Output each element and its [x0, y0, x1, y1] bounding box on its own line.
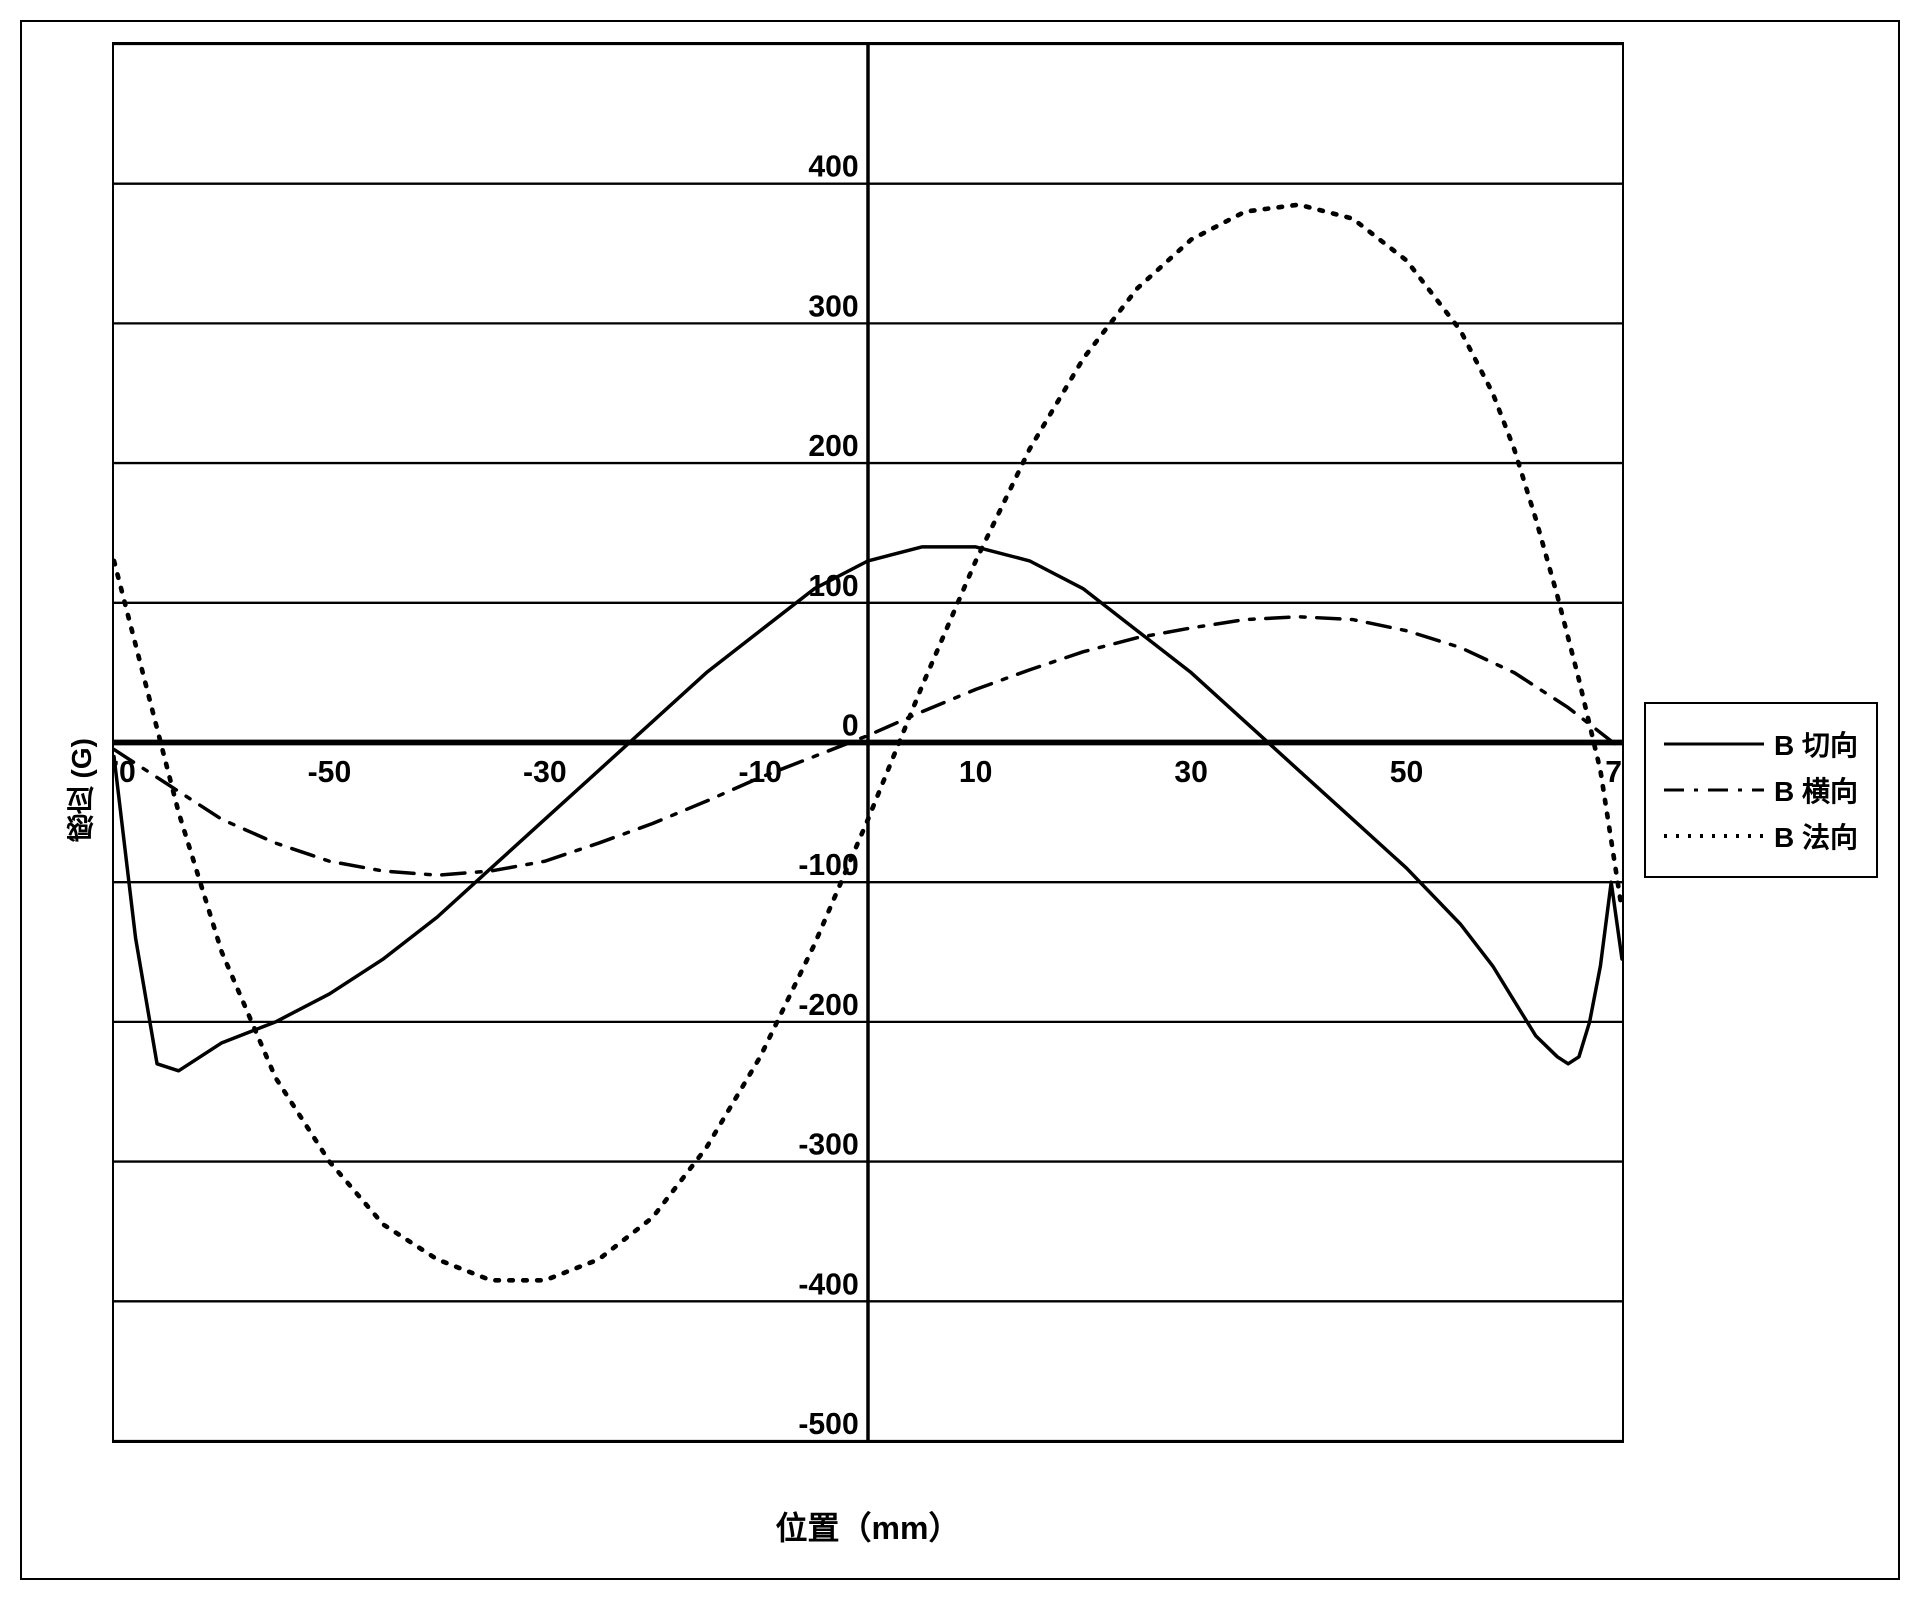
- legend-item: B 切向: [1664, 724, 1858, 764]
- legend-swatch: [1664, 824, 1764, 848]
- legend-label: B 横向: [1774, 770, 1858, 810]
- svg-text:50: 50: [1390, 756, 1424, 789]
- svg-text:-400: -400: [798, 1268, 858, 1301]
- legend-label: B 切向: [1774, 724, 1858, 764]
- legend-swatch: [1664, 732, 1764, 756]
- chart-container: 感应 (G) -500-400-300-200-1000100200300400…: [20, 20, 1900, 1580]
- legend-swatch: [1664, 778, 1764, 802]
- svg-text:10: 10: [959, 756, 993, 789]
- svg-text:-500: -500: [798, 1408, 858, 1441]
- chart-area: 感应 (G) -500-400-300-200-1000100200300400…: [62, 42, 1624, 1538]
- legend-label: B 法向: [1774, 816, 1858, 856]
- legend-item: B 横向: [1664, 770, 1858, 810]
- legend-item: B 法向: [1664, 816, 1858, 856]
- x-axis-label: 位置（mm）: [112, 1503, 1624, 1549]
- svg-text:-100: -100: [798, 849, 858, 882]
- svg-text:-30: -30: [523, 756, 567, 789]
- plot-wrapper: -500-400-300-200-1000100200300400500-70-…: [112, 42, 1624, 1538]
- svg-text:400: 400: [808, 151, 858, 184]
- svg-text:300: 300: [808, 290, 858, 323]
- svg-text:200: 200: [808, 430, 858, 463]
- plot: -500-400-300-200-1000100200300400500-70-…: [112, 42, 1624, 1443]
- svg-text:-300: -300: [798, 1129, 858, 1162]
- svg-text:70: 70: [1605, 756, 1622, 789]
- svg-text:-200: -200: [798, 989, 858, 1022]
- svg-text:30: 30: [1174, 756, 1208, 789]
- svg-text:0: 0: [842, 709, 859, 742]
- legend: B 切向 B 横向 B 法向: [1644, 702, 1878, 878]
- chart-svg: -500-400-300-200-1000100200300400500-70-…: [114, 44, 1622, 1441]
- svg-text:-50: -50: [308, 756, 352, 789]
- y-axis-label: 感应 (G): [62, 738, 102, 842]
